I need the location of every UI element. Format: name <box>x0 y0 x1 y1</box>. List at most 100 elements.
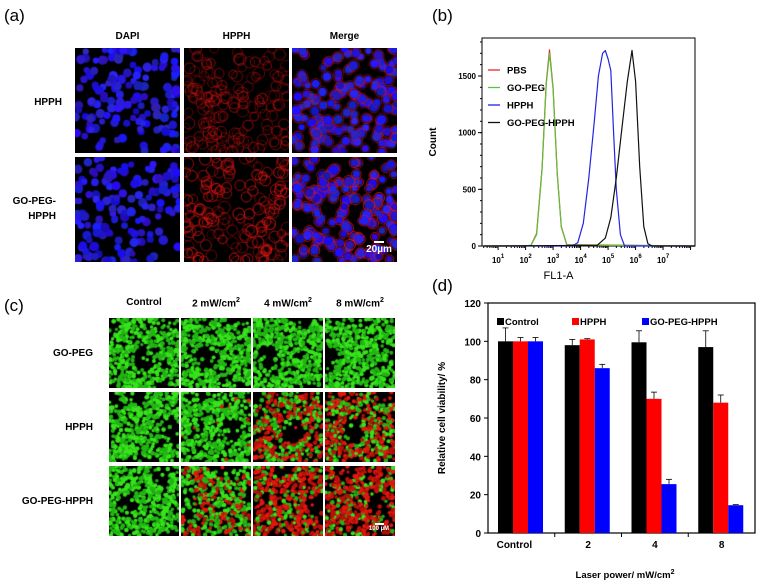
bar-go-peg-hpph-4 <box>661 484 677 533</box>
column-sup: 2 <box>308 297 312 304</box>
legend-label-go-peg-hpph: GO-PEG-HPPH <box>650 317 718 328</box>
tick-base: 10 <box>657 256 666 265</box>
legend-label-hpph: HPPH <box>580 317 607 328</box>
x-axis-label-d: Laser power/ mW/cm2 <box>576 569 675 580</box>
micrograph-c-go-peg-2 <box>253 318 323 388</box>
scale-bar-a: 20µm <box>362 241 396 255</box>
y-tick-label-b: 1500 <box>458 72 476 81</box>
micrograph-c-go-peg-hpph-1 <box>181 466 251 536</box>
scale-bar-label: 20µm <box>366 244 392 255</box>
y-tick-label-d: 0 <box>475 529 481 540</box>
bar-control-control <box>498 341 513 533</box>
x-tick-label-d: 4 <box>652 540 658 551</box>
column-text: 8 mW/cm <box>336 298 380 310</box>
panel-b-label: (b) <box>432 6 453 25</box>
bar-go-peg-hpph-2 <box>594 368 610 533</box>
x-tick-label-b: 106 <box>629 254 642 265</box>
y-tick-label-d: 100 <box>464 337 481 348</box>
panel-c-row-go-peg-hpph: GO-PEG-HPPH <box>21 496 93 507</box>
column-text: 4 mW/cm <box>264 298 308 310</box>
series-line-pbs <box>483 49 696 247</box>
panel-c-row-go-peg: GO-PEG <box>52 348 93 359</box>
tick-base: 10 <box>602 256 611 265</box>
y-axis-label-b: Count <box>428 127 439 157</box>
legend-label-control: Control <box>505 317 539 328</box>
tick-exponent: 6 <box>638 254 642 260</box>
scale-bar-c: 100 µM <box>364 523 394 532</box>
x-tick-label-b: 103 <box>547 254 560 265</box>
tick-exponent: 3 <box>556 254 560 260</box>
legend-swatch-control <box>497 318 504 325</box>
bar-control-8 <box>698 347 714 533</box>
bar-go-peg-hpph-8 <box>728 505 744 533</box>
tick-base: 10 <box>629 256 638 265</box>
micrograph-c-go-peg-hpph-0 <box>109 466 179 536</box>
y-tick-label-d: 120 <box>464 299 481 310</box>
x-axis-label-b: FL1-A <box>544 270 575 282</box>
panel-a-column-merge: Merge <box>329 31 360 42</box>
panel-c-column-4mw: 4 mW/cm2 <box>253 297 323 309</box>
legend-label-hpph: HPPH <box>507 101 534 112</box>
micrograph-c-go-peg-1 <box>181 318 251 388</box>
x-tick-label-b: 102 <box>519 254 532 265</box>
bar-hpph-4 <box>646 398 662 533</box>
bar-go-peg-hpph-control <box>528 341 543 533</box>
legend-swatch-go-peg-hpph <box>642 318 649 325</box>
bar-control-4 <box>631 342 647 533</box>
micrograph-a-hpph-hpph <box>184 48 289 153</box>
legend-label-go-peg-hpph: GO-PEG-HPPH <box>507 118 575 129</box>
y-tick-label-d: 60 <box>470 414 482 425</box>
tick-exponent: 1 <box>501 254 505 260</box>
y-tick-label-b: 1000 <box>458 129 476 138</box>
panel-d-label: (d) <box>432 276 453 295</box>
column-text: Control <box>126 297 162 308</box>
tick-exponent: 4 <box>583 254 587 260</box>
panel-a-column-hpph: HPPH <box>222 31 251 42</box>
y-axis-label-d: Relative cell viability/ % <box>437 362 448 474</box>
tick-base: 10 <box>547 256 556 265</box>
tick-base: 10 <box>519 256 528 265</box>
bar-hpph-control <box>513 341 528 533</box>
series-line-hpph <box>483 49 695 247</box>
legend-swatch-hpph <box>572 318 579 325</box>
x-tick-label-d: 2 <box>585 540 591 551</box>
column-sup: 2 <box>380 297 384 304</box>
panel-a-row-go-peg-hpph: GO-PEG- HPPH <box>0 194 56 224</box>
micrograph-c-hpph-0 <box>109 392 179 462</box>
row-label-line2: HPPH <box>28 211 56 222</box>
y-tick-label-b: 0 <box>472 242 477 251</box>
axis-text: Laser power/ mW/cm <box>576 570 671 580</box>
micrograph-c-hpph-1 <box>181 392 251 462</box>
micrograph-c-go-peg-0 <box>109 318 179 388</box>
micrograph-a-hpph-merge <box>292 48 397 153</box>
micrograph-c-go-peg-hpph-2 <box>253 466 323 536</box>
panel-a-row-hpph: HPPH <box>34 97 62 108</box>
column-sup: 2 <box>236 297 240 304</box>
tick-exponent: 2 <box>528 254 532 260</box>
panel-c-column-8mw: 8 mW/cm2 <box>325 297 395 309</box>
micrograph-c-go-peg-3 <box>325 318 395 388</box>
scale-bar-label: 100 µM <box>368 525 390 532</box>
column-text: 2 mW/cm <box>192 298 236 310</box>
y-tick-label-d: 20 <box>470 491 482 502</box>
x-tick-label-d: Control <box>497 540 533 551</box>
y-tick-label-b: 500 <box>463 185 477 194</box>
axis-sup: 2 <box>671 569 675 576</box>
micrograph-c-hpph-3 <box>325 392 395 462</box>
micrograph-a-gopeghpph-dapi <box>75 157 180 262</box>
bar-hpph-8 <box>713 402 729 533</box>
micrograph-a-gopeghpph-hpph <box>184 157 289 262</box>
row-label-line1: GO-PEG- <box>12 196 56 207</box>
panel-c-row-hpph: HPPH <box>65 422 93 433</box>
panel-a-label: (a) <box>4 6 25 25</box>
x-tick-label-b: 104 <box>574 254 587 265</box>
series-line-go-peg-hpph <box>483 49 695 247</box>
micrograph-a-hpph-dapi <box>75 48 180 153</box>
legend-label-pbs: PBS <box>507 66 527 77</box>
x-tick-label-b: 101 <box>492 254 505 265</box>
bar-hpph-2 <box>579 339 595 533</box>
tick-exponent: 7 <box>666 254 670 260</box>
panel-c-column-control: Control <box>109 297 179 308</box>
